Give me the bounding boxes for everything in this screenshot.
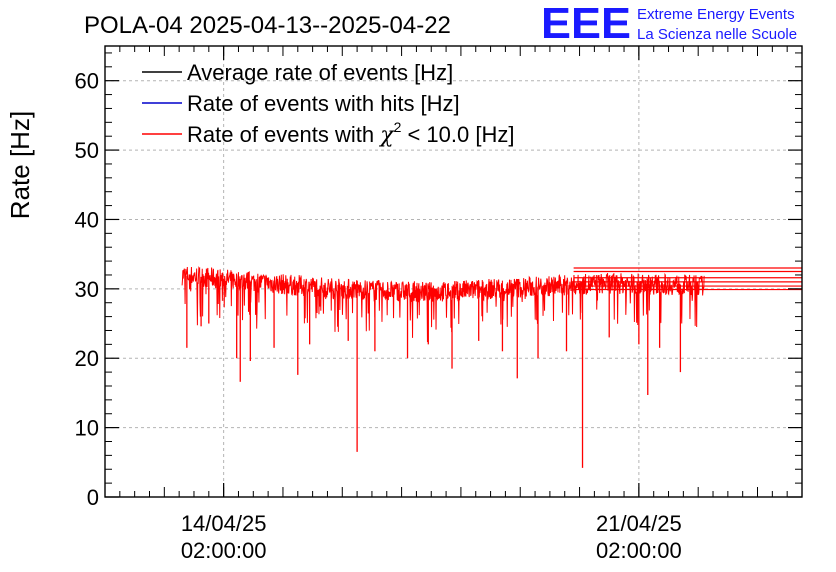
y-tick-label: 40 — [75, 207, 99, 232]
grid-layer — [105, 46, 802, 497]
chart-title: POLA-04 2025-04-13--2025-04-22 — [84, 12, 451, 39]
y-tick-label: 20 — [75, 346, 99, 371]
series-trace — [181, 266, 705, 343]
legend-chi2-prefix: Rate of events with — [187, 122, 380, 147]
legend-chi2-suffix: < 10.0 [Hz] — [401, 122, 514, 147]
y-axis-label: Rate [Hz] — [5, 111, 35, 219]
y-tick-label: 0 — [87, 485, 99, 510]
x-tick-label-date: 21/04/25 — [596, 511, 682, 536]
y-tick-label: 60 — [75, 69, 99, 94]
logo-mark: EEE — [541, 0, 631, 48]
logo-line-2: La Scienza nelle Scuole — [637, 26, 797, 43]
x-tick-label-time: 02:00:00 — [181, 538, 267, 563]
legend-label-chi2: Rate of events with χ2 < 10.0 [Hz] — [187, 119, 514, 148]
plot-frame — [104, 45, 803, 498]
logo-line-1: Extreme Energy Events — [637, 6, 795, 23]
series-layer — [181, 266, 802, 468]
y-tick-label: 30 — [75, 277, 99, 302]
y-tick-label: 10 — [75, 416, 99, 441]
legend: Average rate of events [Hz] Rate of even… — [142, 60, 514, 148]
legend-chi2-symbol: χ — [378, 123, 395, 148]
x-tick-label-time: 02:00:00 — [596, 538, 682, 563]
legend-label-hits: Rate of events with hits [Hz] — [187, 91, 460, 116]
x-tick-label-date: 14/04/25 — [181, 511, 267, 536]
eee-logo: EEE Extreme Energy Events La Scienza nel… — [541, 0, 797, 48]
legend-label-average: Average rate of events [Hz] — [187, 60, 453, 85]
axis-layer: 010203040506014/04/2502:00:0021/04/2502:… — [75, 46, 803, 563]
y-tick-label: 50 — [75, 138, 99, 163]
legend-chi2-superscript: 2 — [394, 119, 402, 135]
